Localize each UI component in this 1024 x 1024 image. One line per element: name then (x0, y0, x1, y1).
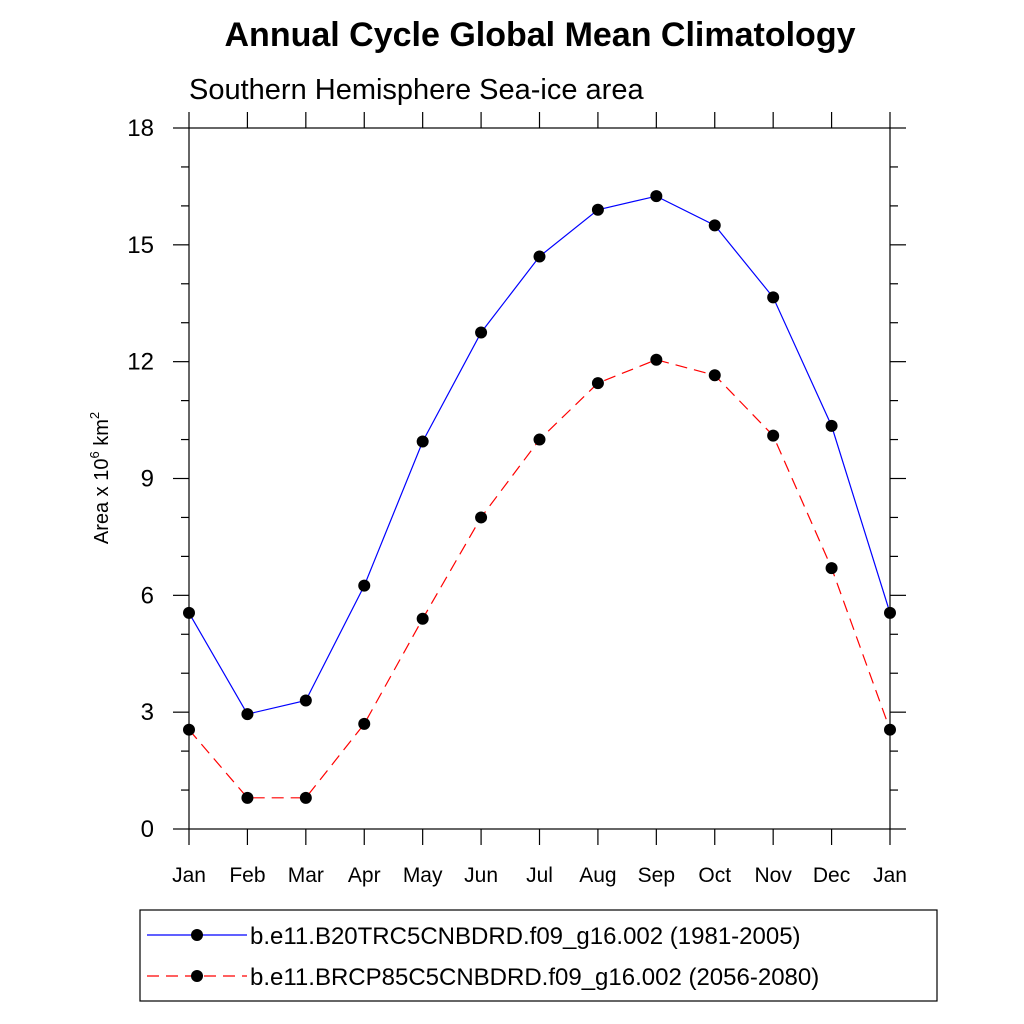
series-0-point (884, 606, 896, 619)
legend-box (139, 909, 938, 1002)
chart-title: Annual Cycle Global Mean Climatology (225, 16, 856, 54)
x-tick-label: Nov (754, 864, 792, 887)
series-line-1 (188, 359, 891, 799)
y-axis-label: Area x 106 km2 (87, 412, 113, 544)
series-0-point (650, 190, 663, 203)
series-0-point (767, 291, 780, 304)
y-tick-label: 6 (141, 582, 154, 609)
x-tick-label: Jan (172, 864, 206, 887)
series-1-point (825, 562, 838, 575)
series-1-point (884, 723, 896, 736)
y-tick-label: 0 (141, 816, 154, 843)
series-0-point (825, 419, 838, 432)
x-tick-label: Jan (873, 864, 907, 887)
series-1-point (358, 717, 371, 730)
y-tick-label: 9 (141, 466, 154, 493)
x-tick-label: Oct (698, 864, 731, 887)
series-1-point (475, 511, 488, 524)
series-1-point (533, 433, 546, 446)
y-tick-label: 12 (127, 349, 154, 376)
y-axis-label-exponent-2: 2 (87, 412, 102, 419)
series-line-0 (188, 195, 891, 715)
series-1-point (708, 369, 721, 382)
x-tick-label: Jun (464, 864, 498, 887)
series-1-point (241, 791, 254, 804)
series-0-point (416, 435, 429, 448)
series-0-point (475, 326, 488, 339)
y-axis-label-main: Area x 10 (91, 459, 113, 545)
x-tick-label: Mar (288, 864, 324, 887)
x-tick-label: Aug (579, 864, 616, 887)
x-tick-label: May (403, 864, 443, 887)
x-axis-ticks: Jan Feb Mar Apr May Jun Jul Aug Sep Oct Nov Dec Jan (172, 112, 907, 887)
y-axis-ticks: 0 3 6 9 12 15 18 (127, 115, 906, 843)
y-tick-label: 18 (127, 115, 154, 142)
x-tick-label: Jul (526, 864, 553, 887)
series-0-point (708, 219, 721, 232)
x-tick-label: Feb (229, 864, 265, 887)
plot-frame (188, 127, 891, 830)
series-0-point (299, 694, 312, 707)
chart-subtitle: Southern Hemisphere Sea-ice area (189, 74, 644, 106)
y-tick-label: 15 (127, 232, 154, 259)
series-1-point (650, 353, 663, 366)
series-0-point (241, 708, 254, 721)
x-tick-label: Apr (348, 864, 381, 887)
series-0-point (358, 579, 371, 592)
legend: b.e11.B20TRC5CNBDRD.f09_g16.002 (1981-20… (147, 923, 819, 991)
series-1-point (767, 429, 780, 442)
legend-label-1: b.e11.BRCP85C5CNBDRD.f09_g16.002 (2056-2… (250, 964, 819, 991)
x-tick-label: Dec (813, 864, 850, 887)
series-1-point (183, 723, 195, 736)
x-tick-label: Sep (638, 864, 675, 887)
y-tick-label: 3 (141, 699, 154, 726)
legend-marker-1 (191, 970, 203, 982)
series-layer (183, 190, 896, 804)
series-1-point (591, 377, 604, 390)
series-0-point (183, 606, 195, 619)
series-1-point (299, 791, 312, 804)
series-0-point (591, 203, 604, 216)
legend-marker-0 (191, 929, 203, 941)
series-0-point (533, 250, 546, 263)
y-axis-label-unit: km (91, 419, 113, 451)
y-axis-label-exponent-1: 6 (87, 451, 102, 458)
legend-label-0: b.e11.B20TRC5CNBDRD.f09_g16.002 (1981-20… (250, 923, 801, 950)
series-1-point (416, 612, 429, 625)
